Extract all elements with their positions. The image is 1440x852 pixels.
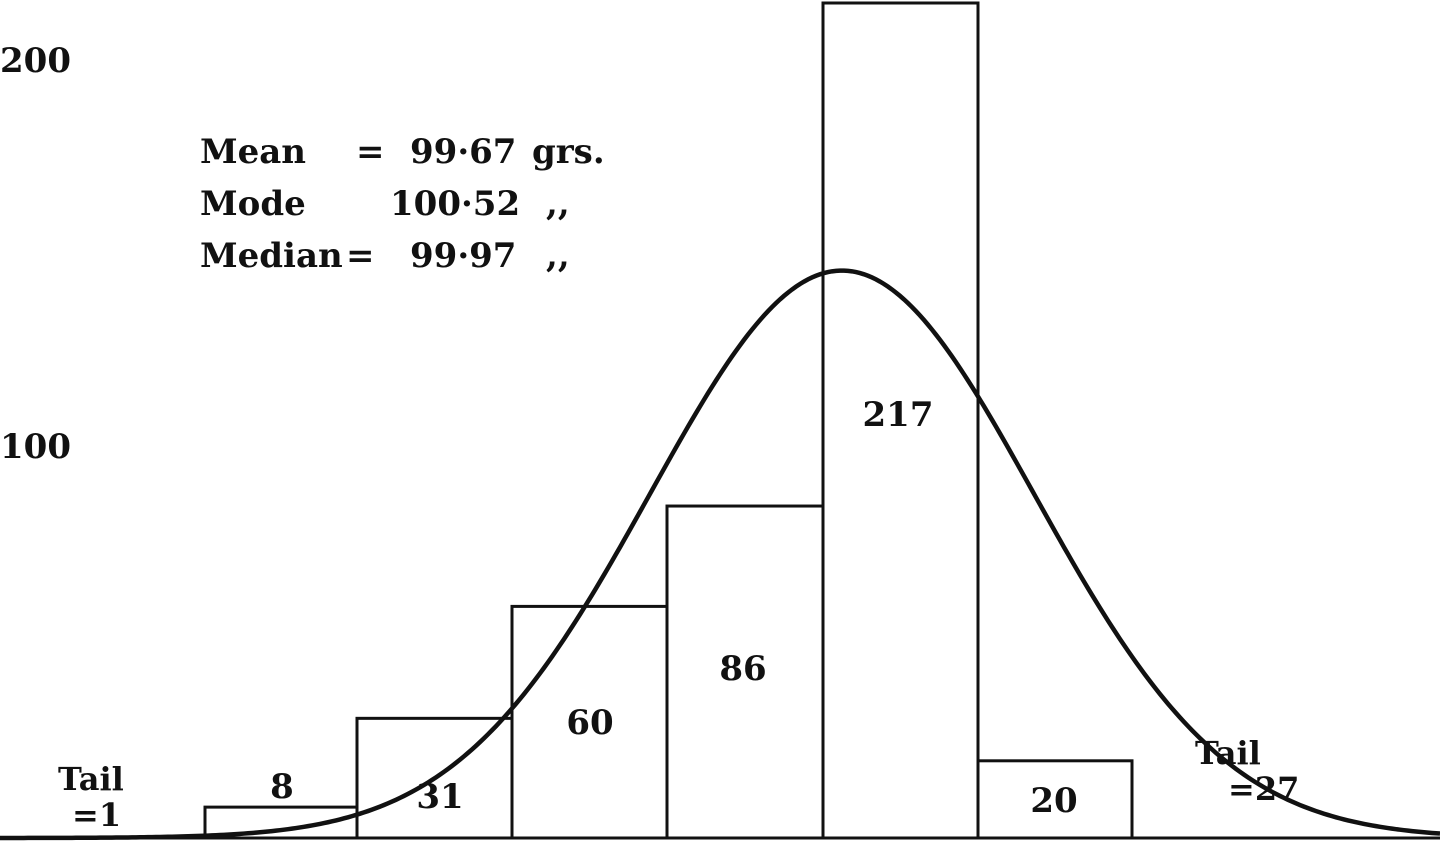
- bar-value-label: 86: [719, 649, 766, 689]
- histogram-bar: [665, 504, 825, 840]
- left-tail-value: =1: [72, 796, 121, 834]
- stat-mode-label: Mode: [200, 184, 306, 224]
- y-tick-label-100: 100: [0, 427, 71, 467]
- stat-mean-separator: =: [356, 132, 385, 172]
- bar-value-label: 8: [270, 767, 294, 807]
- stat-mean-unit: grs.: [532, 132, 605, 172]
- stat-median-separator: =: [346, 236, 375, 276]
- stat-median-unit: ,,: [546, 236, 570, 276]
- right-tail-label: Tail: [1195, 734, 1261, 772]
- stat-mode-unit: ,,: [546, 184, 570, 224]
- right-tail-value: =27: [1228, 770, 1299, 808]
- bar-value-label: 20: [1030, 781, 1077, 821]
- stat-median-label: Median: [200, 236, 343, 276]
- histogram-bars: [203, 1, 1134, 840]
- bar-value-label: 217: [863, 395, 934, 435]
- stat-mode-value: 100·52: [390, 184, 520, 224]
- histogram-bar: [510, 604, 669, 840]
- summary-statistics: Mean = 99·67 grs. Mode 100·52 ,, Median …: [200, 132, 605, 276]
- y-tick-label-200: 200: [0, 41, 71, 81]
- tail-annotations: Tail =1 Tail =27: [58, 734, 1299, 834]
- histogram-bar: [976, 759, 1134, 840]
- y-axis-tick-labels: 200 100: [0, 41, 71, 467]
- left-tail-label: Tail: [58, 760, 124, 798]
- bar-value-label: 60: [566, 703, 613, 743]
- stat-mean-value: 99·67: [410, 132, 516, 172]
- histogram-bar: [821, 1, 980, 840]
- fitted-normal-curve: [0, 268, 1440, 841]
- stat-median-value: 99·97: [410, 236, 516, 276]
- stat-mean-label: Mean: [200, 132, 306, 172]
